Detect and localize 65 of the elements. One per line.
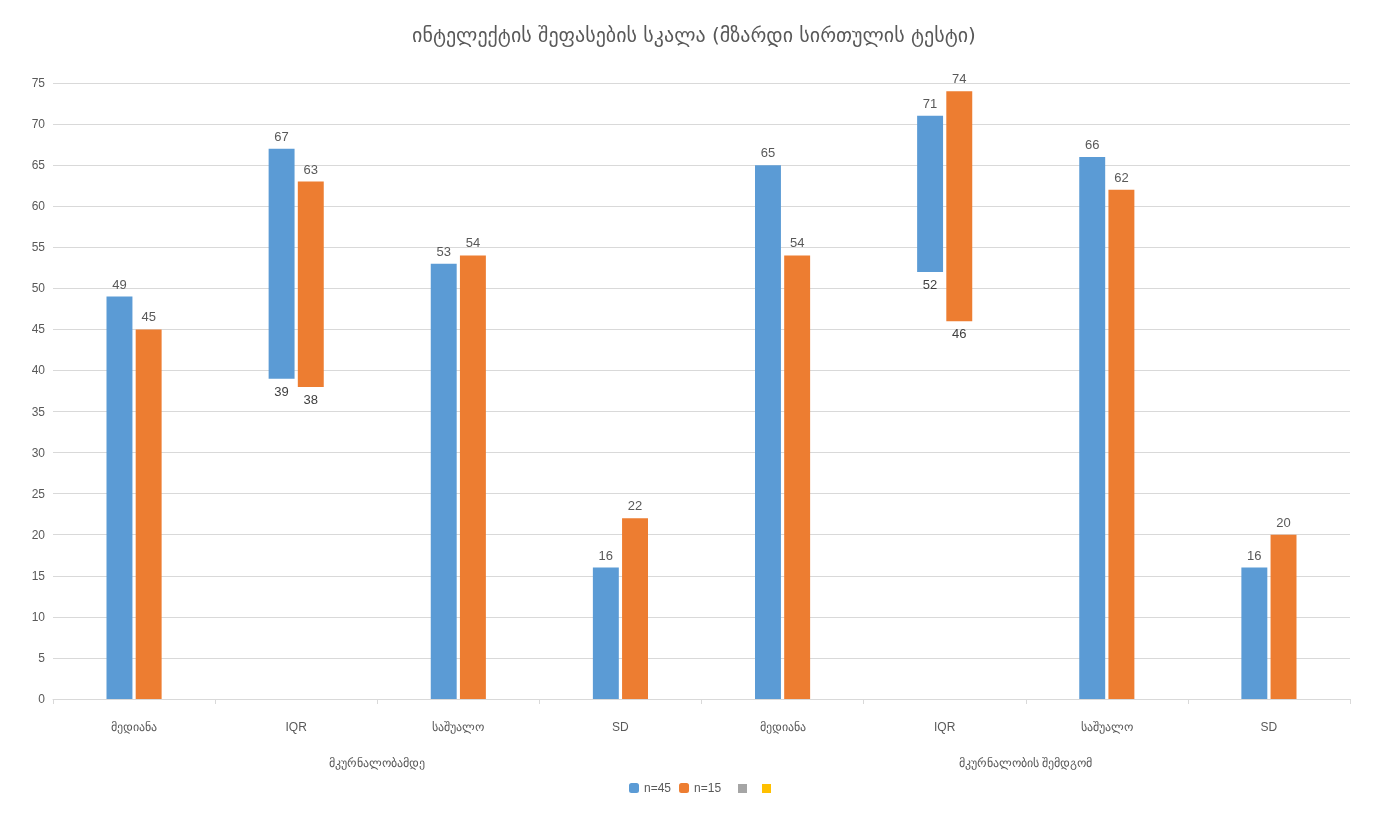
y-tick-label: 65	[31, 158, 46, 173]
text: მკურნალობამდე	[329, 756, 426, 770]
data-label: 22	[627, 498, 643, 514]
y-tick-label: 55	[31, 240, 46, 255]
y-tick-label: 30	[31, 445, 46, 460]
x-tick-label: საშუალო	[432, 720, 485, 734]
annotation: 39	[274, 383, 289, 399]
x-tick-label: IQR	[934, 720, 956, 734]
text: მკურნალობის შემდგომ	[959, 756, 1093, 770]
bar	[784, 255, 811, 699]
data-label: 71	[922, 95, 938, 111]
x-tick-label: მედიანა	[111, 720, 158, 734]
data-label: 16	[598, 547, 614, 563]
bar	[459, 255, 486, 699]
y-tick-label: 20	[31, 527, 46, 542]
x-tick-label: IQR	[285, 720, 308, 734]
data-label: 49	[112, 276, 127, 292]
x-tick-label: საშუალო	[1080, 720, 1133, 734]
data-label: 74	[952, 71, 967, 87]
y-tick-label: 15	[31, 568, 46, 583]
bar	[622, 518, 648, 699]
bar	[1108, 189, 1135, 699]
annotation: 46	[952, 326, 967, 342]
bar	[1241, 567, 1268, 699]
y-tick-label: 70	[31, 117, 46, 132]
bar	[1270, 534, 1297, 699]
y-tick-label: 50	[31, 281, 46, 296]
data-label: 66	[1084, 136, 1100, 152]
data-label: 62	[1114, 169, 1129, 185]
annotation: 38	[303, 391, 319, 407]
chart-title: ინტელექტის შეფასების სკალა (მზარდი სირთულის ტესტი)	[412, 23, 976, 47]
annotation: 52	[922, 276, 938, 292]
legend-label: n=45	[644, 781, 672, 795]
data-label: 67	[274, 128, 289, 144]
x-tick-label: მედიანა	[759, 720, 806, 734]
bar	[1079, 156, 1106, 699]
y-tick-label: 10	[31, 609, 46, 624]
x-tick-label: SD	[1260, 720, 1278, 734]
bar	[297, 181, 324, 387]
y-tick-label: 75	[31, 76, 46, 90]
bar	[592, 567, 619, 699]
y-tick-label: 35	[31, 404, 46, 419]
bar	[946, 91, 973, 322]
data-label: 16	[1247, 547, 1262, 563]
data-label: 63	[303, 161, 319, 177]
data-label: 54	[789, 235, 805, 251]
y-tick-label: 45	[31, 322, 46, 337]
bar	[917, 115, 944, 272]
data-label: 53	[436, 243, 451, 259]
bar	[268, 148, 295, 379]
data-label: 65	[760, 145, 776, 161]
bar	[755, 165, 781, 699]
y-tick-label: 60	[31, 199, 46, 214]
bar	[135, 329, 162, 699]
legend-label: n=15	[694, 781, 722, 795]
data-label: 20	[1276, 514, 1291, 530]
y-tick-label: 0	[38, 692, 46, 706]
y-tick-label: 25	[31, 486, 46, 501]
y-tick-label: 40	[31, 363, 46, 378]
data-label: 45	[141, 309, 156, 325]
y-tick-label: 5	[38, 650, 46, 665]
bar	[106, 296, 133, 699]
data-label: 54	[465, 235, 481, 251]
x-tick-label: SD	[612, 720, 630, 734]
bar	[430, 263, 457, 699]
